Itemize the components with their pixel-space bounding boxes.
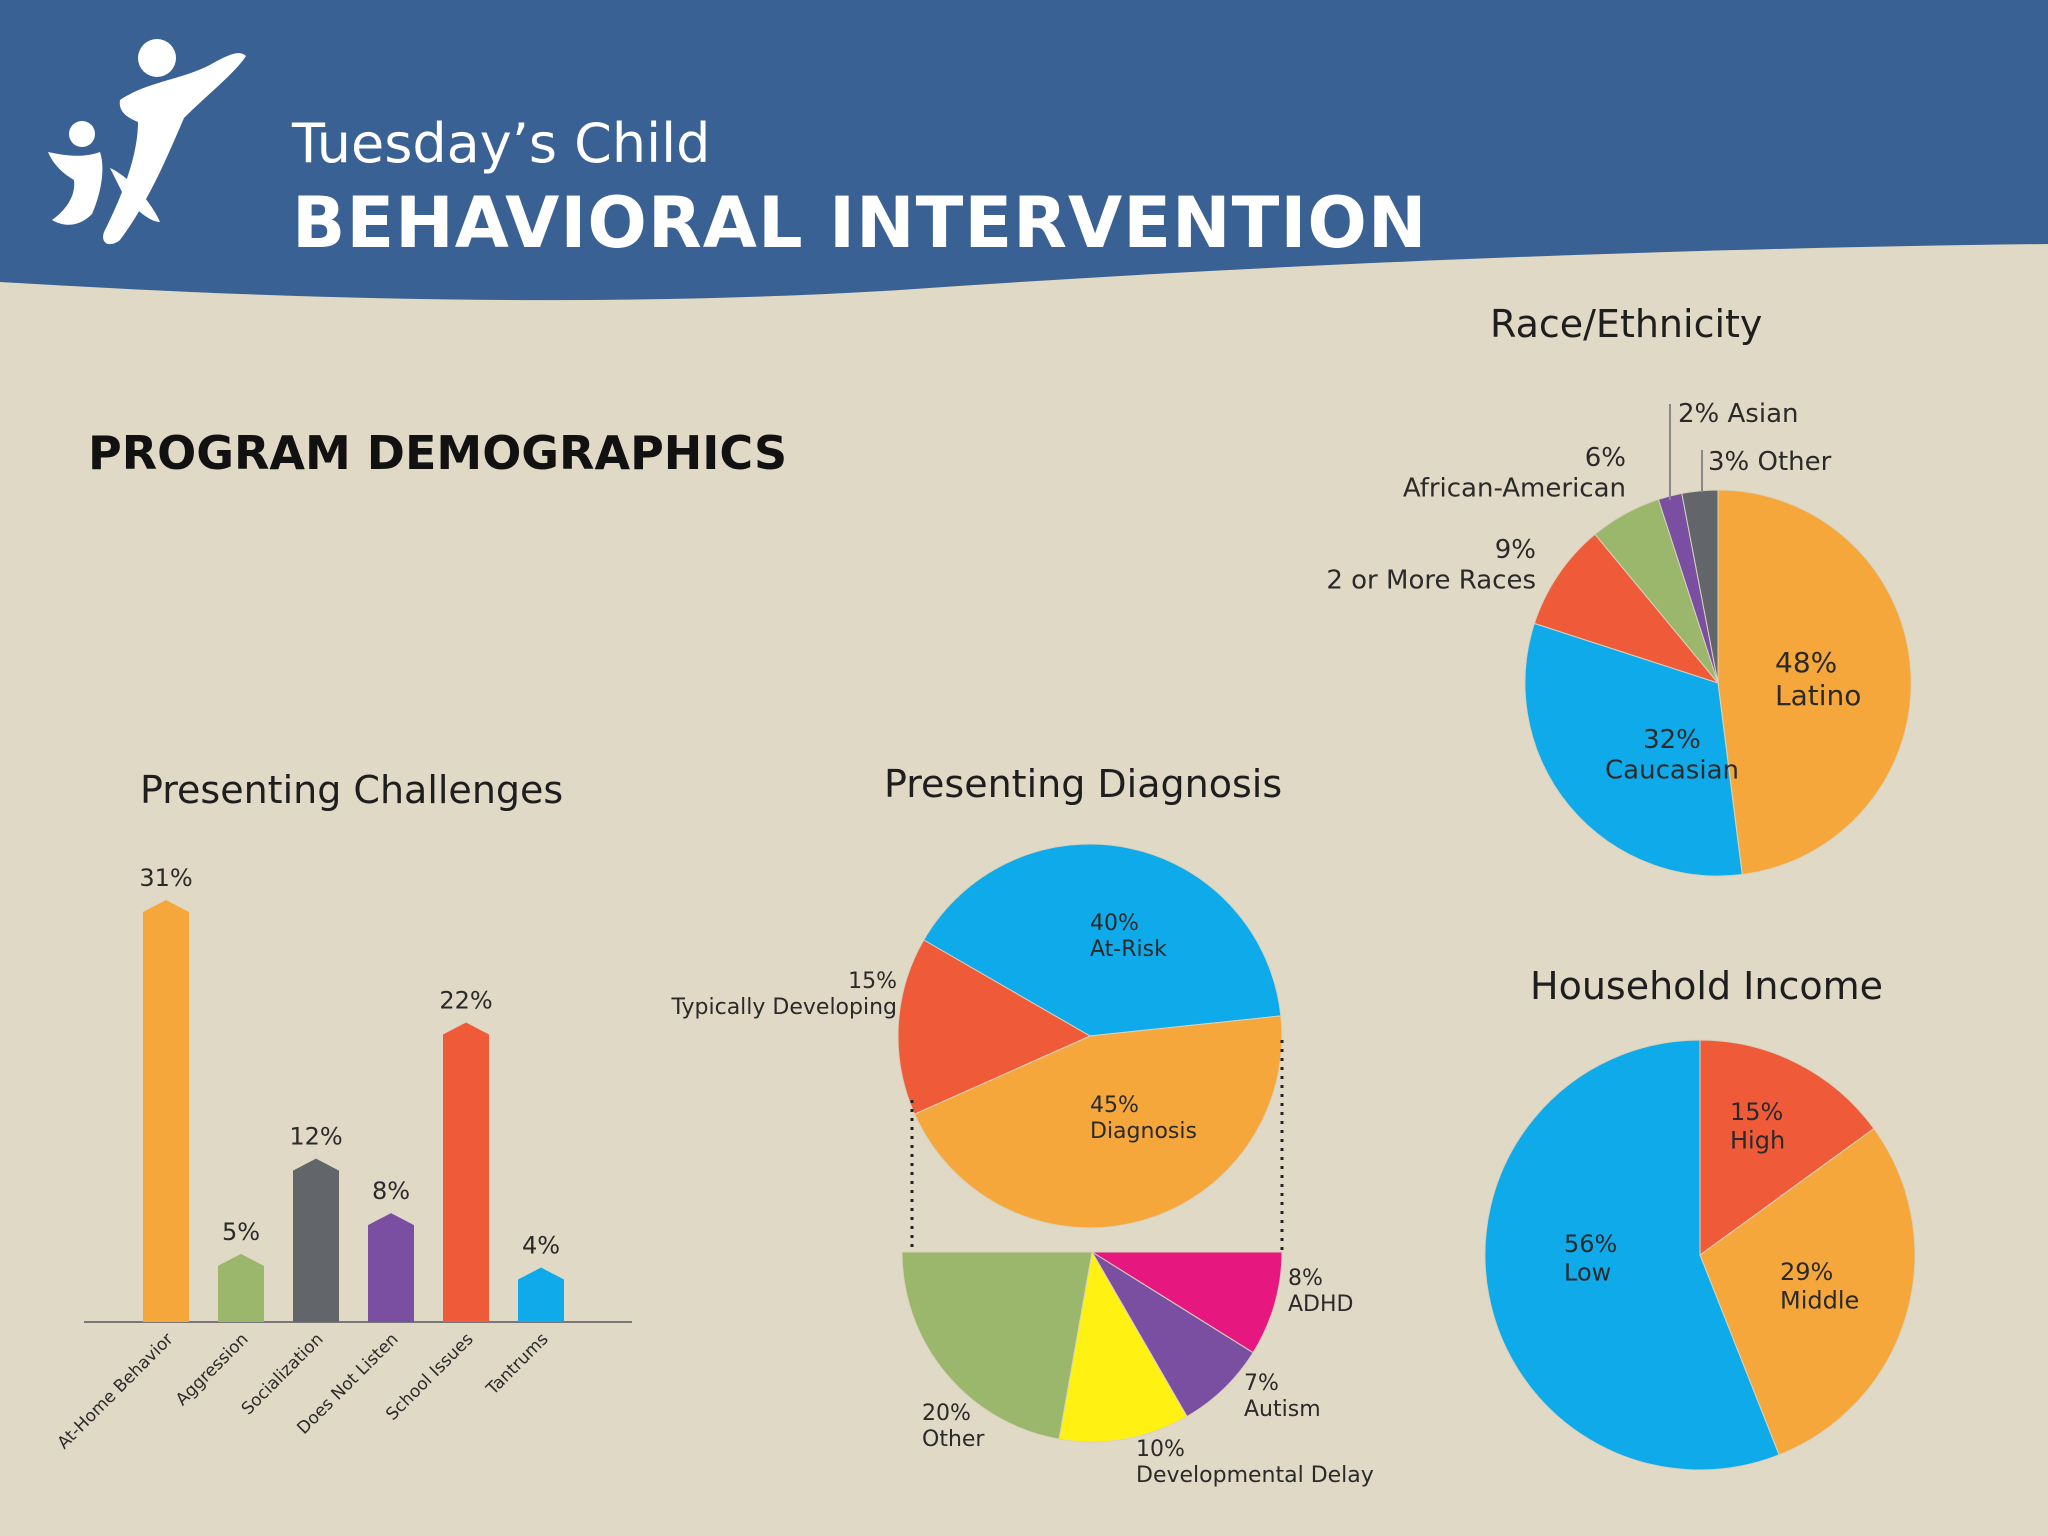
bar-value-label: 22% xyxy=(439,987,492,1015)
slice-label-two-or-more-name: 2 or More Races xyxy=(1326,566,1536,596)
slice-label-typically-developing-name: Typically Developing xyxy=(670,995,897,1020)
slice-label-high-name: High xyxy=(1730,1126,1785,1154)
race-chart-title: Race/Ethnicity xyxy=(1490,302,1763,346)
breakdown-label-autism-value: 7% xyxy=(1244,1371,1279,1396)
breakdown-label-developmental-delay-value: 10% xyxy=(1136,1437,1185,1462)
breakdown-slice-adhd xyxy=(1090,1251,1283,1354)
bar-value-label: 31% xyxy=(139,864,192,892)
bar-socialization xyxy=(293,1158,339,1322)
category-label: At-Home Behavior xyxy=(54,1329,178,1453)
income-pie-chart: 15%High 29%Middle 56%Low xyxy=(1484,1039,1916,1471)
slice-label-latino-name: Latino xyxy=(1775,679,1861,712)
category-label: Aggression xyxy=(172,1329,253,1410)
slice-label-low-value: 56% xyxy=(1564,1230,1617,1258)
breakdown-label-adhd-value: 8% xyxy=(1288,1266,1323,1291)
slice-label-low-name: Low xyxy=(1564,1258,1611,1286)
slice-label-latino-value: 48% xyxy=(1775,646,1837,679)
slice-middle xyxy=(1699,1127,1916,1456)
slice-other xyxy=(1681,489,1719,684)
breakdown-label-other-name: Other xyxy=(922,1427,985,1452)
slice-label-diagnosis-value: 45% xyxy=(1090,1093,1139,1118)
bar-does-not-listen xyxy=(368,1213,414,1322)
brand-name: Tuesday’s Child xyxy=(292,112,711,175)
slice-label-african-american-value: 6% xyxy=(1585,443,1626,473)
slice-label-high-value: 15% xyxy=(1730,1098,1783,1126)
header-banner xyxy=(0,0,2048,301)
bar-tantrums xyxy=(518,1267,564,1322)
slice-label-two-or-more-value: 9% xyxy=(1495,535,1536,565)
bar-at-home-behavior xyxy=(143,900,189,1322)
diagnosis-chart-title: Presenting Diagnosis xyxy=(884,762,1283,806)
slice-latino xyxy=(1717,489,1912,876)
breakdown-slice-autism xyxy=(1091,1251,1254,1418)
slice-label-at-risk-name: At-Risk xyxy=(1090,937,1167,962)
breakdown-label-developmental-delay-name: Developmental Delay xyxy=(1136,1463,1374,1488)
breakdown-label-other-value: 20% xyxy=(922,1401,971,1426)
challenges-bar-chart: 31%At-Home Behavior5%Aggression12%Social… xyxy=(54,864,632,1453)
breakdown-slice-developmental-delay xyxy=(1058,1250,1188,1443)
banner-background xyxy=(0,0,2048,301)
diagnosis-pie-chart: 40%At-Risk 45%Diagnosis 15%Typically Devel… xyxy=(670,843,1374,1488)
slice-caucasian xyxy=(1524,622,1743,877)
breakdown-slice-other xyxy=(901,1251,1093,1440)
slice-at-risk xyxy=(923,843,1282,1037)
bar-aggression xyxy=(218,1253,264,1322)
bar-value-label: 12% xyxy=(289,1123,342,1151)
race-pie-chart: 48%Latino 32%Caucasian 9%2 or More Races 6%… xyxy=(1326,399,1912,877)
slice-label-at-risk-value: 40% xyxy=(1090,911,1139,936)
bar-value-label: 5% xyxy=(222,1218,260,1246)
slice-2-or-more-races xyxy=(1533,533,1720,685)
breakdown-label-adhd-name: ADHD xyxy=(1288,1292,1353,1317)
slice-label-middle-name: Middle xyxy=(1780,1286,1859,1314)
slice-label-caucasian-name: Caucasian xyxy=(1605,756,1739,786)
program-name: BEHAVIORAL INTERVENTION xyxy=(292,182,1428,264)
slice-high xyxy=(1699,1039,1875,1256)
challenges-chart-title: Presenting Challenges xyxy=(140,768,564,812)
section-title: PROGRAM DEMOGRAPHICS xyxy=(88,426,788,480)
logo-icon xyxy=(48,39,246,245)
slice-label-diagnosis-name: Diagnosis xyxy=(1090,1119,1197,1144)
slice-typically-developing xyxy=(897,939,1092,1115)
bar-value-label: 4% xyxy=(522,1232,560,1260)
slice-label-asian: 2% Asian xyxy=(1678,399,1798,429)
slice-label-middle-value: 29% xyxy=(1780,1258,1833,1286)
breakdown-label-autism-name: Autism xyxy=(1244,1397,1321,1422)
bar-school-issues xyxy=(443,1022,489,1322)
slice-label-other: 3% Other xyxy=(1708,447,1832,477)
bar-value-label: 8% xyxy=(372,1177,410,1205)
slice-diagnosis xyxy=(913,1015,1283,1229)
slice-label-typically-developing-value: 15% xyxy=(848,969,897,994)
slice-label-caucasian-value: 32% xyxy=(1643,725,1701,755)
income-chart-title: Household Income xyxy=(1530,964,1884,1008)
category-label: Tantrums xyxy=(482,1329,553,1400)
slice-label-african-american-name: African-American xyxy=(1403,474,1626,504)
slice-low xyxy=(1484,1039,1780,1471)
